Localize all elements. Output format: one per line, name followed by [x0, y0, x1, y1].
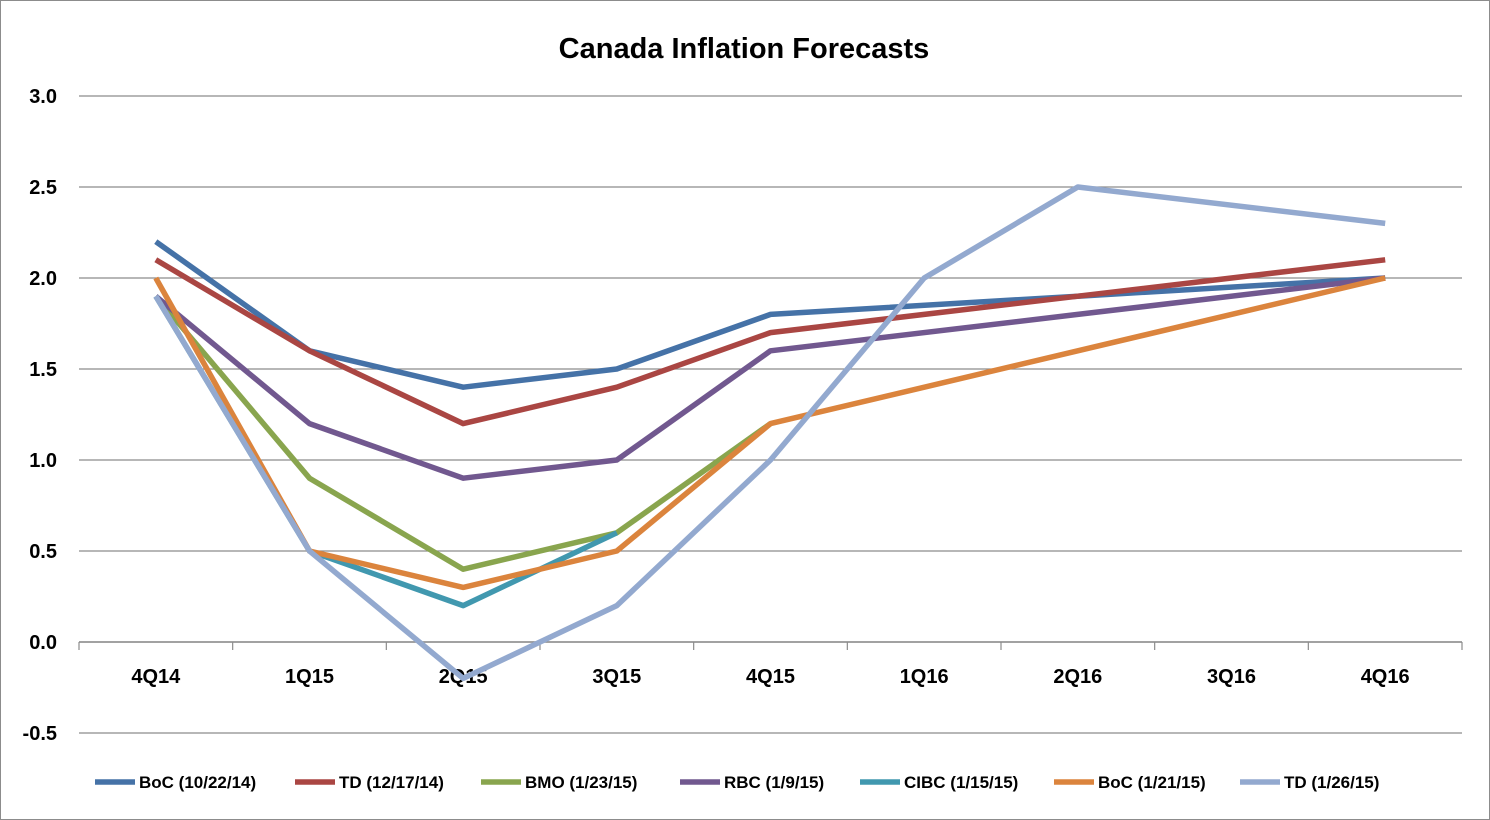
x-tick-label: 1Q15 — [285, 666, 334, 688]
legend-label: BoC (1/21/15) — [1098, 773, 1206, 792]
series-line-2 — [154, 257, 1386, 427]
legend-label: TD (12/17/14) — [339, 773, 444, 792]
y-tick-label: 0.5 — [29, 541, 57, 563]
y-tick-label: 1.5 — [29, 359, 57, 381]
legend-label: TD (1/26/15) — [1284, 773, 1379, 792]
y-tick-label: 3.0 — [29, 86, 57, 108]
legend-label: BMO (1/23/15) — [525, 773, 637, 792]
series-line-7 — [153, 184, 1386, 682]
series-lines — [153, 184, 1386, 682]
legend-label: RBC (1/9/15) — [724, 773, 824, 792]
x-tick-label: 3Q16 — [1207, 666, 1256, 688]
x-tick-label: 4Q14 — [131, 666, 181, 688]
gridlines — [79, 95, 1462, 734]
x-axis: 4Q14 1Q15 2Q15 3Q15 4Q15 1Q16 2Q16 3Q16 4Q16 — [78, 641, 1463, 688]
series-line-3 — [153, 294, 773, 572]
legend-label: BoC (10/22/14) — [139, 773, 256, 792]
series-line-4 — [154, 275, 1386, 481]
chart-title: Canada Inflation Forecasts — [559, 33, 930, 65]
x-tick-label: 4Q15 — [746, 666, 795, 688]
y-tick-label: 0.0 — [29, 632, 57, 654]
y-tick-label: -0.5 — [23, 723, 57, 745]
y-axis-tick-labels: 3.0 2.5 2.0 1.5 1.0 0.5 0.0 -0.5 — [23, 86, 57, 745]
y-tick-label: 1.0 — [29, 450, 57, 472]
x-tick-label: 1Q16 — [900, 666, 949, 688]
y-tick-label: 2.5 — [29, 177, 57, 199]
y-tick-label: 2.0 — [29, 268, 57, 290]
x-tick-label: 3Q15 — [592, 666, 641, 688]
legend: BoC (10/22/14) TD (12/17/14) BMO (1/23/15)… — [95, 773, 1379, 792]
legend-label: CIBC (1/15/15) — [904, 773, 1018, 792]
x-tick-label: 4Q16 — [1361, 666, 1410, 688]
x-tick-label: 2Q16 — [1053, 666, 1102, 688]
